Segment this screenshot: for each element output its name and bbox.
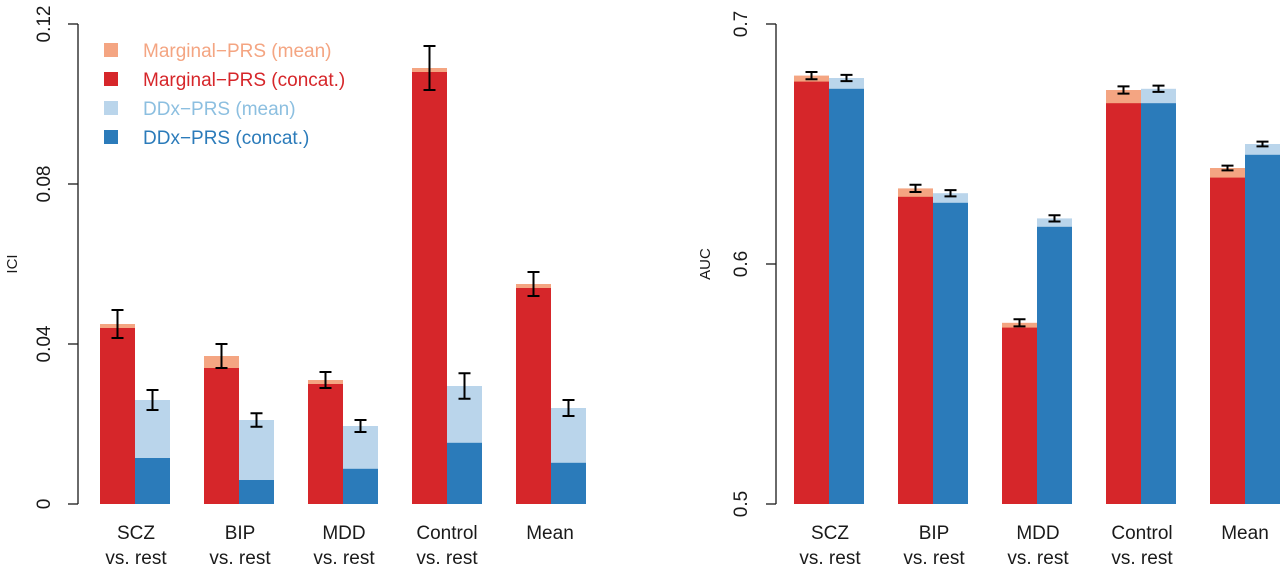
ici-category-label: Mean bbox=[526, 523, 574, 544]
auc-error-bars bbox=[805, 71, 1269, 328]
auc-category-label: BIP bbox=[919, 523, 950, 544]
auc-bar-marginal-concat bbox=[1210, 177, 1245, 504]
auc-bar-ddx-concat bbox=[1141, 103, 1176, 504]
auc-bar-ddx-concat bbox=[933, 202, 968, 505]
auc-category-label: SCZ bbox=[811, 523, 849, 544]
ici-bars bbox=[100, 68, 586, 504]
ici-error-bar bbox=[423, 45, 436, 91]
legend-label: DDx−PRS (mean) bbox=[143, 99, 296, 120]
ici-bar-marginal-concat bbox=[308, 384, 343, 504]
ici-category-label: BIP bbox=[225, 523, 256, 544]
auc-bar-ddx-concat bbox=[1037, 226, 1072, 505]
legend-label: Marginal−PRS (concat.) bbox=[143, 70, 345, 91]
ici-bar-marginal-concat bbox=[516, 288, 551, 504]
auc-error-bar bbox=[1013, 318, 1026, 328]
auc-error-bar bbox=[1048, 214, 1061, 223]
ici-y-ticks: 0 0.04 0.08 0.12 bbox=[34, 6, 78, 510]
ici-error-bar bbox=[354, 419, 367, 433]
auc-error-bar bbox=[805, 71, 818, 81]
auc-category-label: vs. rest bbox=[1111, 548, 1173, 568]
auc-y-axis-title: AUC bbox=[697, 248, 714, 280]
ici-category-label: vs. rest bbox=[105, 548, 167, 568]
ici-error-bar bbox=[250, 412, 263, 428]
ici-y-tick-label: 0.04 bbox=[34, 325, 55, 362]
auc-category-label: Mean bbox=[1221, 523, 1269, 544]
legend-label: Marginal−PRS (mean) bbox=[143, 41, 332, 62]
ici-error-bar bbox=[111, 309, 124, 339]
ici-bar-ddx-concat bbox=[551, 462, 586, 504]
auc-bar-ddx-concat bbox=[829, 88, 864, 505]
legend-swatch bbox=[104, 101, 118, 115]
auc-error-bar bbox=[944, 189, 957, 198]
ici-y-tick-label: 0.12 bbox=[34, 6, 55, 43]
ici-bar-marginal-concat bbox=[412, 72, 447, 504]
auc-y-tick-label: 0.5 bbox=[731, 491, 752, 517]
legend-label: DDx−PRS (concat.) bbox=[143, 128, 309, 149]
auc-bar-ddx-concat bbox=[1245, 154, 1280, 505]
ici-category-label: SCZ bbox=[117, 523, 155, 544]
ici-error-bar bbox=[319, 371, 332, 389]
ici-category-label: MDD bbox=[322, 523, 365, 544]
auc-category-label: vs. rest bbox=[799, 548, 861, 568]
auc-error-bar bbox=[909, 183, 922, 193]
auc-bar-marginal-concat bbox=[1002, 327, 1037, 504]
ici-error-bar bbox=[215, 343, 228, 369]
auc-error-bar bbox=[1221, 164, 1234, 172]
ici-error-bar bbox=[458, 372, 471, 400]
auc-error-bar bbox=[1117, 85, 1130, 95]
legend: Marginal−PRS (mean) Marginal−PRS (concat.… bbox=[104, 41, 345, 149]
auc-bar-marginal-concat bbox=[898, 196, 933, 505]
ici-category-label: Control bbox=[416, 523, 477, 544]
auc-category-labels: SCZ vs. rest BIP vs. rest MDD vs. rest Control… bbox=[799, 523, 1268, 568]
auc-bar-marginal-concat bbox=[1106, 103, 1141, 504]
ici-error-bar bbox=[146, 389, 159, 411]
auc-y-tick-label: 0.7 bbox=[731, 11, 752, 37]
auc-category-label: Control bbox=[1111, 523, 1172, 544]
ici-bar-ddx-concat bbox=[447, 442, 482, 504]
ici-category-label: vs. rest bbox=[313, 548, 375, 568]
ici-bar-marginal-concat bbox=[100, 328, 135, 504]
auc-bars bbox=[794, 75, 1280, 505]
auc-bar-marginal-concat bbox=[794, 81, 829, 504]
auc-error-bar bbox=[1152, 84, 1165, 93]
ici-category-label: vs. rest bbox=[416, 548, 478, 568]
ici-error-bars bbox=[111, 45, 575, 433]
ici-error-bar bbox=[562, 399, 575, 417]
ici-category-labels: SCZ vs. rest BIP vs. rest MDD vs. rest Control… bbox=[105, 523, 573, 568]
ici-bar-ddx-concat bbox=[135, 458, 170, 504]
ici-error-bar bbox=[527, 271, 540, 297]
legend-swatch bbox=[104, 43, 118, 57]
legend-swatch bbox=[104, 130, 118, 144]
auc-chart: 0.5 0.6 0.7 AUC SCZ vs. rest BIP vs. rest MDD v… bbox=[697, 11, 1280, 568]
ici-y-tick-label: 0.08 bbox=[34, 166, 55, 203]
ici-chart: 0 0.04 0.08 0.12 ICI SCZ vs. rest BIP vs. rest… bbox=[4, 6, 586, 568]
ici-bar-marginal-concat bbox=[204, 368, 239, 504]
auc-y-ticks: 0.5 0.6 0.7 bbox=[731, 11, 776, 517]
auc-category-label: vs. rest bbox=[1007, 548, 1069, 568]
auc-category-label: vs. rest bbox=[903, 548, 965, 568]
ici-y-axis-title: ICI bbox=[4, 254, 21, 273]
auc-error-bar bbox=[1256, 140, 1269, 148]
auc-category-label: MDD bbox=[1016, 523, 1059, 544]
auc-error-bar bbox=[840, 73, 853, 83]
auc-y-tick-label: 0.6 bbox=[731, 251, 752, 277]
ici-category-label: vs. rest bbox=[209, 548, 271, 568]
ici-y-tick-label: 0 bbox=[34, 499, 55, 510]
ici-bar-ddx-concat bbox=[343, 468, 378, 504]
legend-swatch bbox=[104, 72, 118, 86]
ici-bar-ddx-concat bbox=[239, 480, 274, 504]
